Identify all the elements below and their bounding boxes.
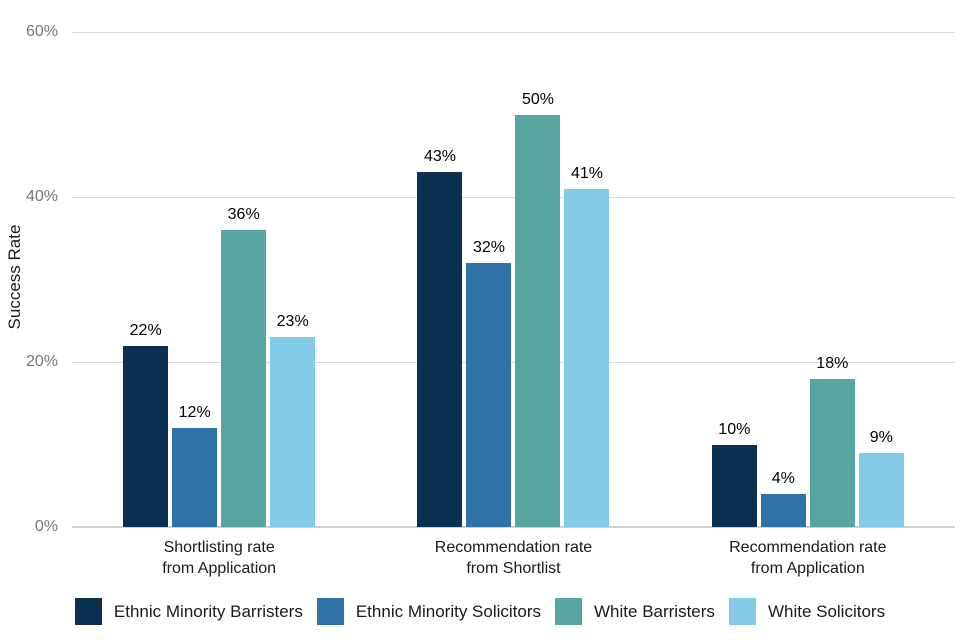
legend-swatch [74, 598, 102, 625]
category-label: Shortlisting rate from Application [162, 539, 277, 577]
bar-group: 22% 12% 36% 23% [72, 32, 366, 527]
bar[interactable]: 23% [270, 313, 316, 527]
legend-item[interactable]: Ethnic Minority Solicitors [316, 598, 542, 625]
bar[interactable]: 9% [858, 429, 904, 527]
bar-value-label: 18% [816, 354, 849, 372]
bar-group: 43% 32% 50% 41% [366, 32, 660, 527]
legend-item[interactable]: White Barristers [555, 598, 715, 625]
gridline-40 [72, 196, 955, 198]
bar[interactable]: 50% [515, 91, 561, 527]
legend: Ethnic Minority Barristers Ethnic Minorit… [0, 598, 960, 625]
legend-label: White Solicitors [767, 601, 886, 621]
y-tick-label: 0% [34, 518, 58, 535]
x-axis-category-labels: Shortlisting rate from Application Recomm… [72, 537, 955, 579]
bar-value-label: 32% [472, 239, 505, 256]
gridline-20 [72, 361, 955, 363]
bar[interactable]: 32% [466, 239, 512, 527]
bar-value-label: 4% [771, 470, 795, 487]
bar-value-label: 36% [227, 206, 260, 223]
bar-value-label: 43% [423, 148, 456, 166]
y-axis-title: Success Rate [5, 224, 24, 330]
gridline-0 [72, 526, 955, 528]
y-tick-label: 40% [25, 188, 58, 205]
legend-swatch [728, 598, 756, 625]
gridline-60 [72, 31, 955, 33]
y-tick-label: 60% [25, 23, 58, 40]
legend-item[interactable]: White Solicitors [728, 598, 886, 625]
bar-value-label: 10% [718, 420, 751, 438]
legend-swatch [316, 598, 344, 625]
bar[interactable]: 22% [123, 322, 169, 527]
legend-item[interactable]: Ethnic Minority Barristers [74, 598, 303, 625]
bar-value-label: 41% [570, 164, 603, 182]
bar-value-label: 9% [869, 428, 893, 446]
bar-group: 10% 4% 18% 9% [661, 32, 955, 527]
category-label: Recommendation rate from Application [729, 539, 887, 577]
y-tick-label: 20% [25, 353, 58, 370]
legend-label: White Barristers [594, 601, 715, 621]
bar[interactable]: 4% [760, 470, 806, 527]
bar-value-label: 50% [521, 90, 554, 108]
bar-value-label: 23% [276, 313, 309, 331]
legend-swatch [555, 598, 583, 625]
bar[interactable]: 10% [711, 421, 757, 527]
bar[interactable]: 43% [417, 148, 463, 527]
bar[interactable]: 12% [172, 404, 218, 527]
category-label: Recommendation rate from Shortlist [434, 539, 593, 577]
bar-value-label: 22% [129, 321, 162, 339]
bar[interactable]: 18% [809, 355, 855, 527]
legend-label: Ethnic Minority Solicitors [355, 601, 542, 621]
bar-groups: 22% 12% 36% 23% 43% 32% 50% 41% 10% 4% 18% 9% [72, 32, 955, 527]
bar[interactable]: 41% [564, 165, 610, 527]
bar[interactable]: 36% [221, 206, 267, 527]
legend-label: Ethnic Minority Barristers [113, 601, 303, 621]
plot-area: 22% 12% 36% 23% 43% 32% 50% 41% 10% 4% 18% 9% [72, 31, 955, 528]
bar-value-label: 12% [178, 404, 211, 421]
